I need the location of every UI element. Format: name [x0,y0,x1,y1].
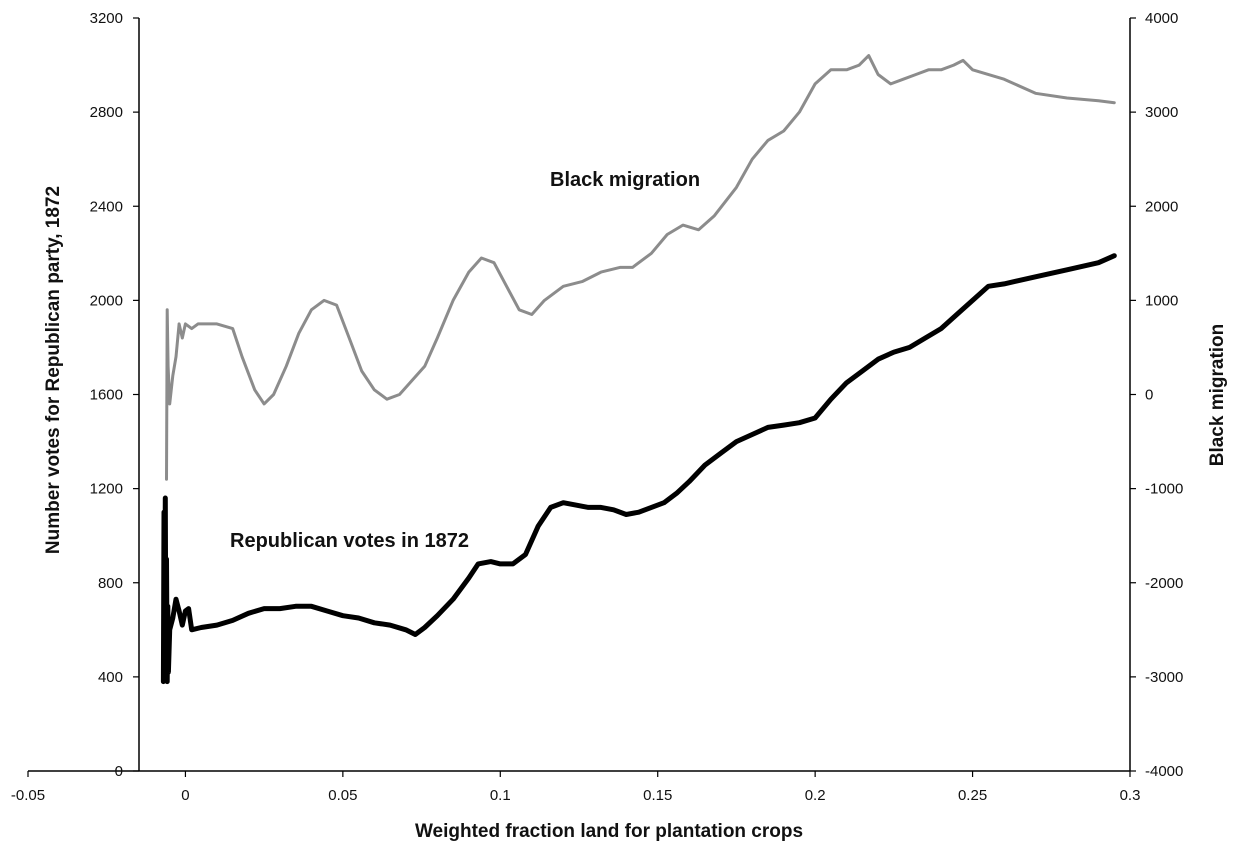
series-layer [160,54,1117,685]
annotation-black-migration: Black migration [550,169,700,191]
x-tick-label: 0.3 [1120,787,1141,804]
x-tick-label: 0.1 [490,787,511,804]
y-axis-title-left: Number votes for Republican party, 1872 [43,186,64,554]
series-line-black-migration [165,54,1116,481]
x-axis-title: Weighted fraction land for plantation cr… [415,821,803,842]
right-y-tick-label: 1000 [1145,292,1178,309]
annotation-republican-votes: Republican votes in 1872 [230,530,469,552]
x-tick-label: 0.25 [958,787,987,804]
x-tick-label: 0 [181,787,189,804]
left-y-tick-label: 1200 [90,481,123,498]
right-y-tick-label: 0 [1145,387,1153,404]
left-y-tick-label: 2000 [90,292,123,309]
x-tick-label: 0.15 [643,787,672,804]
left-y-tick-label: 0 [115,763,123,780]
right-y-tick-label: -1000 [1145,481,1183,498]
right-y-tick-label: 2000 [1145,198,1178,215]
right-y-tick-label: -2000 [1145,575,1183,592]
left-y-tick-label: 3200 [90,10,123,27]
x-tick-label: 0.05 [328,787,357,804]
left-y-tick-label: 800 [98,575,123,592]
x-tick-label: -0.05 [11,787,45,804]
right-y-tick-label: -4000 [1145,763,1183,780]
right-y-tick-label: 3000 [1145,104,1178,121]
left-y-tick-label: 400 [98,669,123,686]
y-axis-title-right: Black migration [1207,324,1228,467]
x-tick-label: 0.2 [805,787,826,804]
left-y-tick-label: 2800 [90,104,123,121]
left-y-tick-label: 1600 [90,387,123,404]
right-y-tick-label: 4000 [1145,10,1178,27]
left-y-tick-label: 2400 [90,198,123,215]
ticks [27,17,1136,777]
series-line-republican-votes-in-1872 [160,253,1117,685]
right-y-tick-label: -3000 [1145,669,1183,686]
axes [28,18,1131,772]
tick-labels: -0.05 0 0.05 0.1 0.15 0.2 0.25 0.3 0 400 800 1200 16… [11,10,1183,804]
